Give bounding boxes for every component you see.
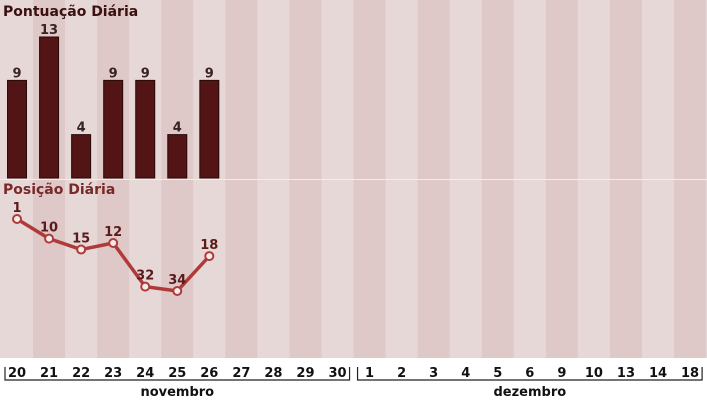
x-tick-label: 3 xyxy=(429,366,438,381)
x-tick-label: 5 xyxy=(493,366,502,381)
x-tick-label: 20 xyxy=(8,366,26,381)
position-value-label: 12 xyxy=(104,225,122,240)
bar xyxy=(103,79,124,179)
x-tick-label: 30 xyxy=(328,366,346,381)
x-tick-label: 29 xyxy=(296,366,314,381)
line-series: 1 10 15 12 32 34 18 xyxy=(12,201,218,296)
x-tick-label: 6 xyxy=(525,366,534,381)
position-point xyxy=(172,286,183,296)
x-tick-label: 24 xyxy=(136,366,154,381)
position-value-label: 15 xyxy=(72,232,90,247)
x-tick-label: 26 xyxy=(200,366,218,381)
bar xyxy=(167,134,188,179)
x-tick-label: 4 xyxy=(461,366,470,381)
bar-series: 9 13 4 9 9 4 9 xyxy=(7,23,220,179)
bar xyxy=(135,79,156,179)
month-bracket xyxy=(356,367,703,381)
position-point xyxy=(76,244,87,255)
x-tick-label: 22 xyxy=(72,366,90,381)
position-value-label: 10 xyxy=(40,221,58,236)
position-value-label: 32 xyxy=(136,269,154,284)
bar-value-label: 4 xyxy=(173,121,182,136)
x-tick-label: 13 xyxy=(617,366,635,381)
position-point xyxy=(204,251,215,262)
bar-value-label: 4 xyxy=(77,121,86,136)
x-tick-label: 14 xyxy=(649,366,667,381)
x-tick-label: 2 xyxy=(397,366,406,381)
position-point xyxy=(140,281,151,292)
month-bracket xyxy=(4,367,351,381)
x-axis: 20 21 22 23 24 25 26 27 28 29 30 1 2 3 4 5 6 9 10 13 14 18nov… xyxy=(4,366,703,400)
bar-value-label: 9 xyxy=(13,66,22,81)
line-chart-title: Posição Diária xyxy=(3,182,115,198)
bar-value-label: 13 xyxy=(40,23,58,38)
position-point xyxy=(12,214,23,224)
bar xyxy=(71,134,92,179)
bar xyxy=(199,79,220,179)
x-tick-label: 27 xyxy=(232,366,250,381)
x-tick-label: 23 xyxy=(104,366,122,381)
bar xyxy=(7,79,28,179)
month-label: dezembro xyxy=(493,385,566,400)
bar-value-label: 9 xyxy=(205,66,214,81)
bar-value-label: 9 xyxy=(141,66,150,81)
position-point xyxy=(108,238,119,248)
position-point xyxy=(44,233,55,244)
x-tick-label: 18 xyxy=(681,366,699,381)
x-tick-label: 25 xyxy=(168,366,186,381)
position-value-label: 34 xyxy=(168,273,186,288)
x-tick-label: 9 xyxy=(557,366,566,381)
x-tick-label: 1 xyxy=(365,366,374,381)
month-label: novembro xyxy=(140,385,214,400)
x-tick-label: 28 xyxy=(264,366,282,381)
position-value-label: 18 xyxy=(200,238,218,253)
x-tick-label: 10 xyxy=(585,366,603,381)
position-value-label: 1 xyxy=(13,201,22,216)
bar-value-label: 9 xyxy=(109,66,118,81)
x-tick-label: 21 xyxy=(40,366,58,381)
bar-chart-title: Pontuação Diária xyxy=(3,4,138,20)
bar xyxy=(39,36,60,179)
